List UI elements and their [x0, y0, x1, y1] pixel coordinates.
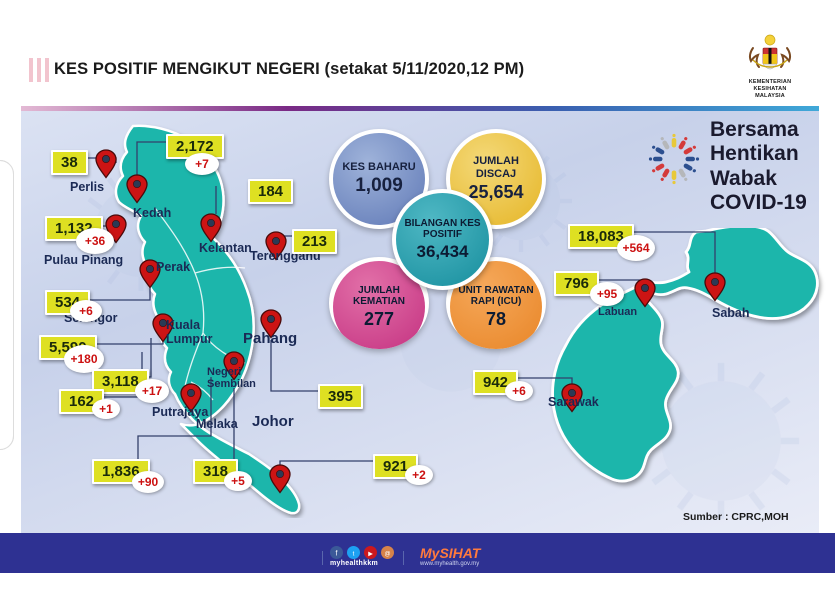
svg-text:@: @	[384, 552, 390, 558]
svg-text:f: f	[336, 551, 338, 558]
svg-text:▶: ▶	[368, 552, 373, 558]
